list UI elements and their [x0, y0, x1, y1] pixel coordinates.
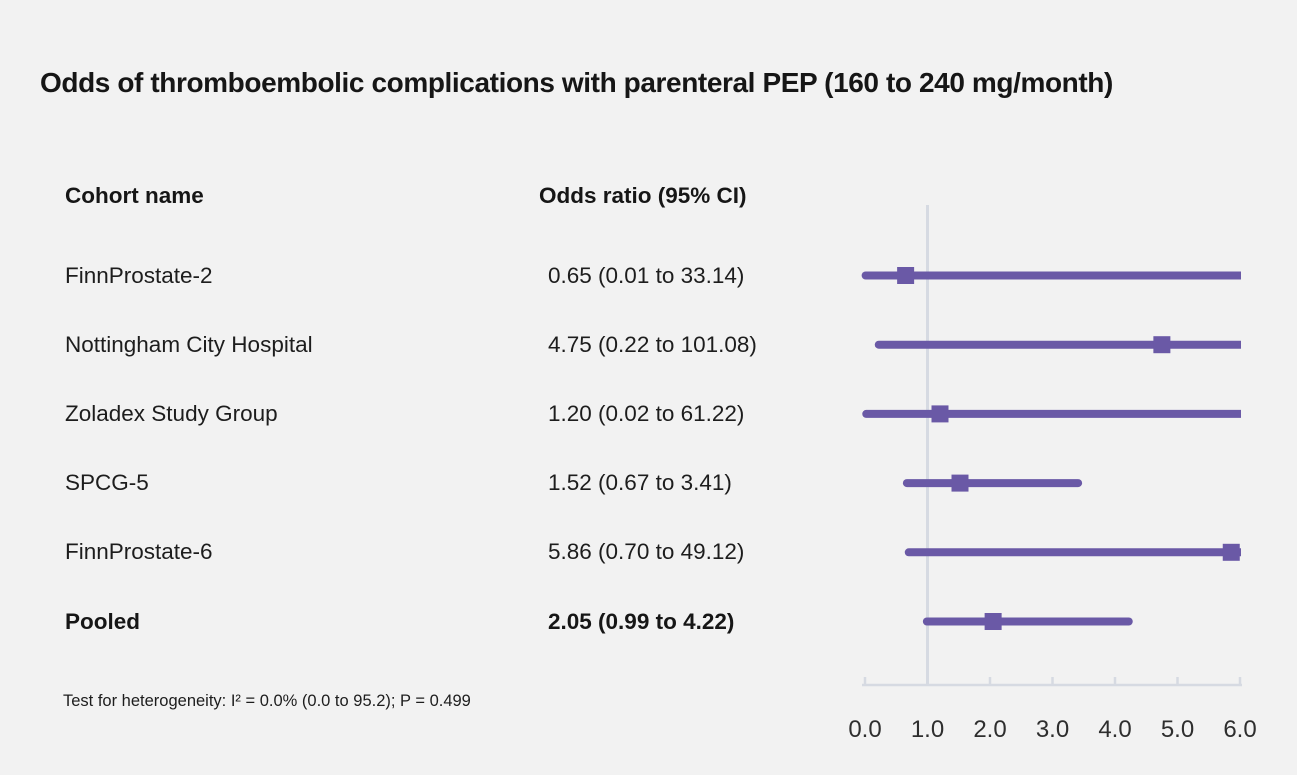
odds-ratio-value: 4.75 (0.22 to 101.08)	[548, 331, 757, 357]
x-axis-tick-label: 1.0	[911, 716, 944, 743]
table-row: FinnProstate-2 0.65 (0.01 to 33.14)	[0, 261, 840, 291]
table-row: SPCG-5 1.52 (0.67 to 3.41)	[0, 468, 840, 498]
x-axis-tick-label: 4.0	[1098, 716, 1131, 743]
table-row: Nottingham City Hospital 4.75 (0.22 to 1…	[0, 330, 840, 360]
cohort-name-label: Zoladex Study Group	[65, 400, 278, 426]
odds-ratio-value: 2.05 (0.99 to 4.22)	[548, 608, 735, 634]
or-marker	[1153, 336, 1171, 354]
table-row: FinnProstate-6 5.86 (0.70 to 49.12)	[0, 537, 840, 567]
table-row: Pooled 2.05 (0.99 to 4.22)	[0, 607, 840, 637]
x-axis	[862, 677, 1242, 687]
or-marker	[931, 405, 949, 423]
x-axis-tick-label: 2.0	[973, 716, 1006, 743]
odds-ratio-value: 1.20 (0.02 to 61.22)	[548, 400, 745, 426]
cohort-name-label: SPCG-5	[65, 470, 149, 496]
odds-ratio-value: 0.65 (0.01 to 33.14)	[548, 262, 745, 288]
cohort-name-label: FinnProstate-2	[65, 262, 213, 288]
x-axis-tick-label: 6.0	[1223, 716, 1256, 743]
or-marker	[1222, 543, 1240, 561]
chart-title: Odds of thromboembolic complications wit…	[40, 67, 1113, 98]
odds-ratio-value: 1.52 (0.67 to 3.41)	[548, 470, 732, 496]
cohort-name-label: Pooled	[65, 608, 141, 634]
or-marker	[984, 613, 1002, 630]
table-row: Zoladex Study Group 1.20 (0.02 to 61.22)	[0, 399, 840, 429]
odds-ratio-value: 5.86 (0.70 to 49.12)	[548, 539, 745, 565]
x-axis-tick-label: 3.0	[1036, 716, 1069, 743]
x-axis-tick-label: 0.0	[848, 716, 881, 743]
column-header-cohort-name: Cohort name	[65, 183, 204, 208]
x-axis-tick-label: 5.0	[1161, 716, 1194, 743]
cohort-name-label: Nottingham City Hospital	[65, 331, 313, 357]
column-header-odds-ratio: Odds ratio (95% CI)	[539, 183, 747, 208]
heterogeneity-footnote: Test for heterogeneity: I² = 0.0% (0.0 t…	[63, 692, 471, 710]
cohort-name-label: FinnProstate-6	[65, 539, 213, 565]
or-marker	[951, 474, 969, 492]
or-marker	[897, 267, 915, 284]
